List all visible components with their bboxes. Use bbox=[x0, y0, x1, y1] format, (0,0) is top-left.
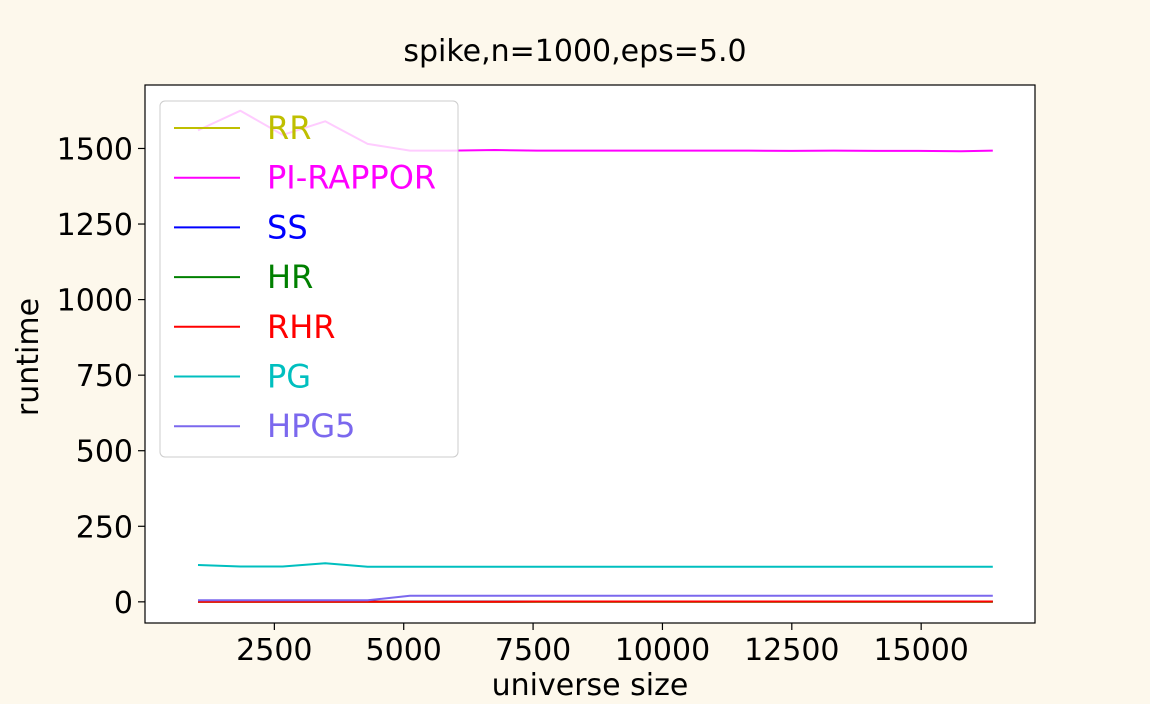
y-tick-label: 0 bbox=[114, 586, 133, 621]
legend-label: HPG5 bbox=[267, 407, 356, 445]
y-tick-label: 1000 bbox=[57, 284, 133, 319]
y-tick-label: 750 bbox=[76, 359, 133, 394]
y-axis-label: runtime bbox=[11, 298, 46, 416]
legend-label: HR bbox=[267, 258, 313, 296]
legend-label: SS bbox=[267, 208, 308, 246]
y-tick-label: 250 bbox=[76, 510, 133, 545]
legend-label: RR bbox=[267, 109, 311, 147]
x-axis-label: universe size bbox=[492, 668, 689, 700]
x-tick-label: 2500 bbox=[236, 633, 312, 668]
x-tick-label: 15000 bbox=[873, 633, 968, 668]
x-tick-label: 12500 bbox=[744, 633, 839, 668]
y-tick-label: 1250 bbox=[57, 208, 133, 243]
y-tick-label: 1500 bbox=[57, 132, 133, 167]
x-tick-label: 10000 bbox=[615, 633, 710, 668]
y-tick-label: 500 bbox=[76, 435, 133, 470]
x-tick-label: 5000 bbox=[366, 633, 442, 668]
legend-label: PG bbox=[267, 358, 311, 396]
legend-label: RHR bbox=[267, 308, 336, 346]
chart-title: spike,n=1000,eps=5.0 bbox=[403, 34, 746, 69]
x-tick-label: 7500 bbox=[495, 633, 571, 668]
legend-label: PI-RAPPOR bbox=[267, 159, 436, 197]
legend: RR PI-RAPPOR SS HR RHR PG HPG5 bbox=[160, 101, 458, 457]
